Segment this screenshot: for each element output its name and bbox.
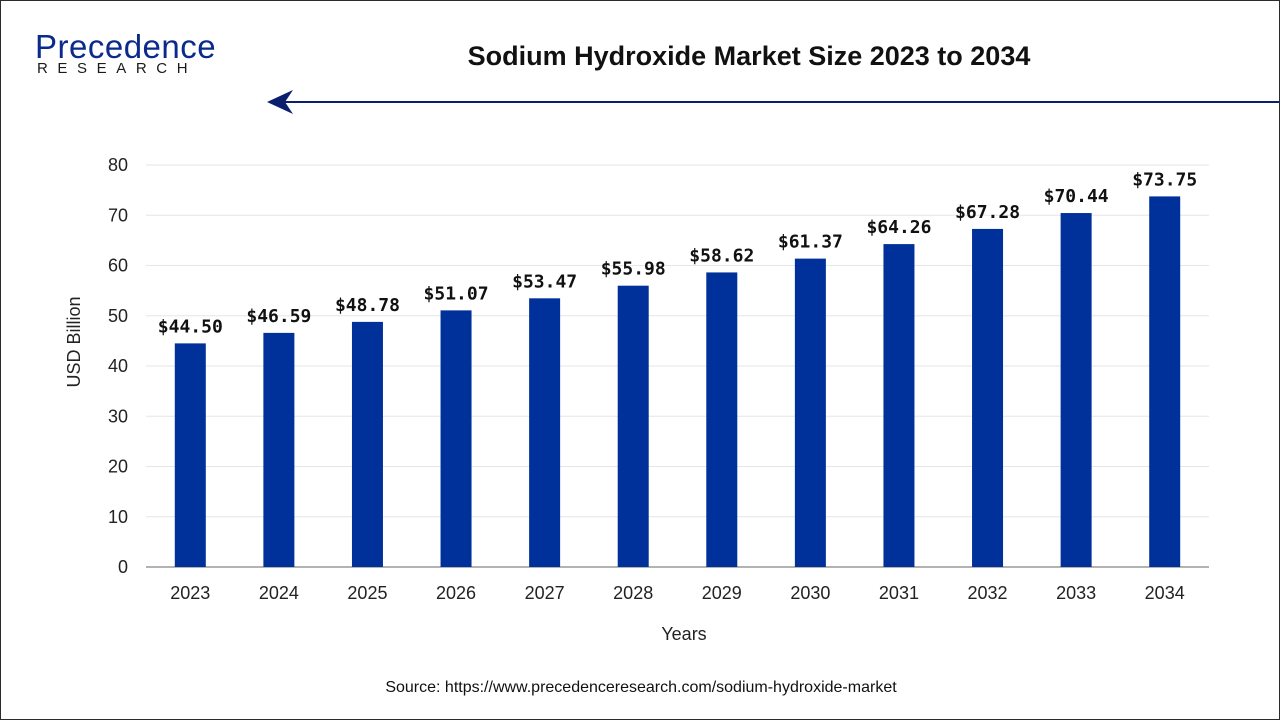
bar	[706, 272, 738, 567]
x-tick-label: 2026	[436, 583, 476, 603]
bar	[174, 343, 206, 567]
y-tick-label: 20	[108, 457, 128, 477]
x-tick-label: 2031	[879, 583, 919, 603]
bar	[351, 321, 383, 567]
data-label: $51.07	[424, 283, 489, 304]
data-label: $46.59	[246, 306, 311, 327]
brand-logo: Precedence RESEARCH	[31, 27, 231, 83]
y-axis-title: USD Billion	[64, 296, 84, 387]
bar	[883, 244, 915, 567]
x-tick-label: 2024	[259, 583, 299, 603]
data-label: $64.26	[866, 217, 931, 238]
bar	[617, 285, 649, 567]
x-tick-label: 2030	[790, 583, 830, 603]
bar	[1149, 196, 1181, 567]
brand-sub: RESEARCH	[37, 60, 198, 77]
x-tick-label: 2033	[1056, 583, 1096, 603]
data-label: $48.78	[335, 295, 400, 316]
brand-name: Precedence	[35, 28, 217, 65]
header-divider	[267, 90, 1279, 114]
x-tick-label: 2034	[1145, 583, 1185, 603]
y-tick-label: 80	[108, 155, 128, 175]
data-label: $67.28	[955, 202, 1020, 223]
arrow-left-icon	[267, 90, 293, 114]
x-tick-label: 2028	[613, 583, 653, 603]
y-tick-label: 60	[108, 256, 128, 276]
x-axis-title: Years	[661, 624, 706, 644]
bar-chart: 01020304050607080$44.502023$46.592024$48…	[64, 155, 1209, 644]
bar	[529, 298, 561, 567]
y-tick-label: 30	[108, 406, 128, 426]
bar	[794, 258, 826, 567]
source-text: Source: https://www.precedenceresearch.c…	[385, 679, 897, 696]
y-tick-label: 40	[108, 356, 128, 376]
x-tick-label: 2025	[347, 583, 387, 603]
x-tick-label: 2027	[525, 583, 565, 603]
bar	[972, 228, 1004, 567]
chart-title: Sodium Hydroxide Market Size 2023 to 203…	[467, 41, 1031, 71]
data-label: $61.37	[778, 232, 843, 253]
bar	[263, 332, 295, 567]
data-label: $73.75	[1132, 169, 1197, 190]
y-tick-label: 70	[108, 205, 128, 225]
y-tick-label: 0	[118, 557, 128, 577]
x-tick-label: 2029	[702, 583, 742, 603]
x-tick-label: 2023	[170, 583, 210, 603]
bar	[440, 310, 472, 567]
x-tick-label: 2032	[968, 583, 1008, 603]
data-label: $53.47	[512, 271, 577, 292]
bar	[1060, 213, 1092, 567]
data-label: $70.44	[1044, 186, 1109, 207]
y-tick-label: 50	[108, 306, 128, 326]
data-label: $44.50	[158, 316, 223, 337]
y-tick-label: 10	[108, 507, 128, 527]
data-label: $55.98	[601, 259, 666, 280]
data-label: $58.62	[689, 245, 754, 266]
